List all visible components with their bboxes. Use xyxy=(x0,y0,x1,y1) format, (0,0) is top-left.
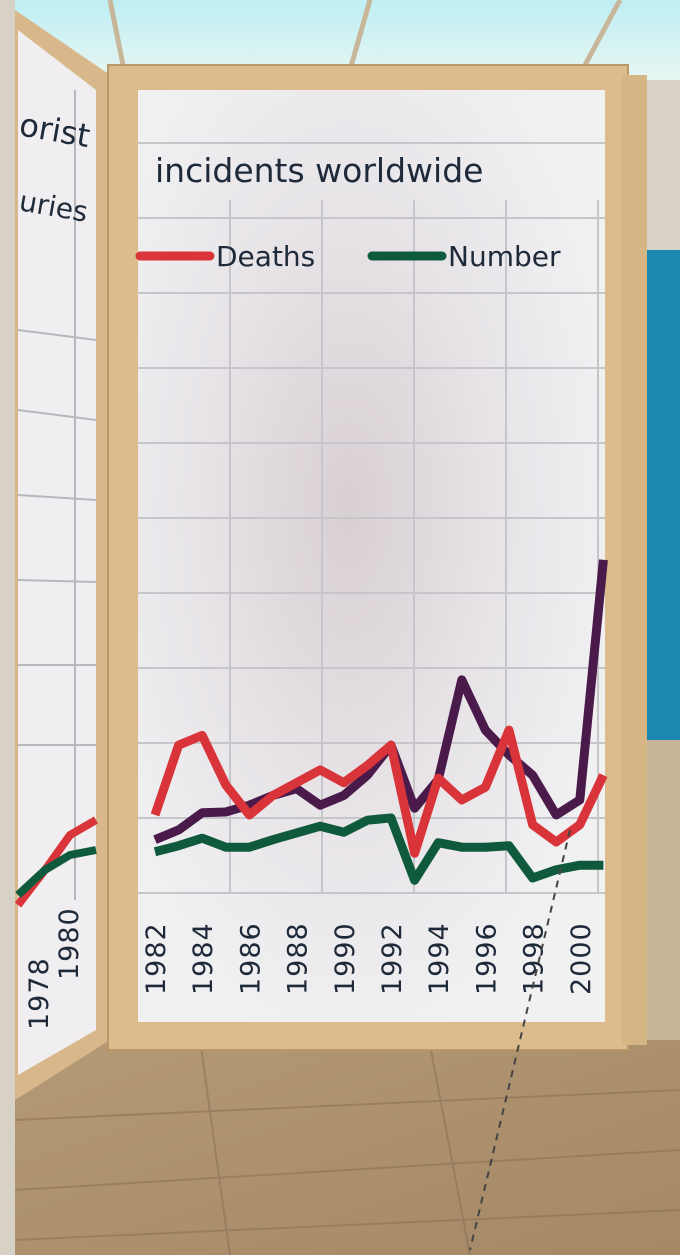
x-tick-label: 2000 xyxy=(566,922,597,995)
parquet xyxy=(14,1039,680,1255)
chart-panel xyxy=(138,90,605,1022)
blue-wall xyxy=(645,250,680,740)
x-tick-label: 1990 xyxy=(330,922,361,995)
side-frame xyxy=(622,75,647,1045)
x-tick-label: 1984 xyxy=(188,922,219,995)
left-grid xyxy=(17,90,97,900)
left-line xyxy=(15,846,97,898)
series-line xyxy=(150,725,608,858)
chart-title: incidents worldwide xyxy=(155,151,483,190)
x-tick-label: 1982 xyxy=(141,922,172,995)
floor-mark xyxy=(469,829,571,1251)
legend-label: Deaths xyxy=(216,240,315,273)
series-line xyxy=(153,813,604,885)
left-year: 1980 xyxy=(54,907,85,980)
chart: 1982 1984 1986 1988 1990 1992 1994 1996 1998 2000… xyxy=(135,142,608,995)
left-year: 1978 xyxy=(24,957,55,1030)
floor xyxy=(15,1030,680,1255)
legend-label: Number xyxy=(448,240,561,273)
wall-floor xyxy=(645,740,680,1040)
ceiling-beams xyxy=(107,0,623,76)
left-panel xyxy=(18,30,96,1075)
x-tick-label: 1988 xyxy=(283,922,314,995)
x-tick-label: 1994 xyxy=(424,922,455,995)
x-tick-label: 1992 xyxy=(377,922,408,995)
x-tick-label: 1996 xyxy=(471,922,502,995)
x-tick-label: 1986 xyxy=(235,922,266,995)
